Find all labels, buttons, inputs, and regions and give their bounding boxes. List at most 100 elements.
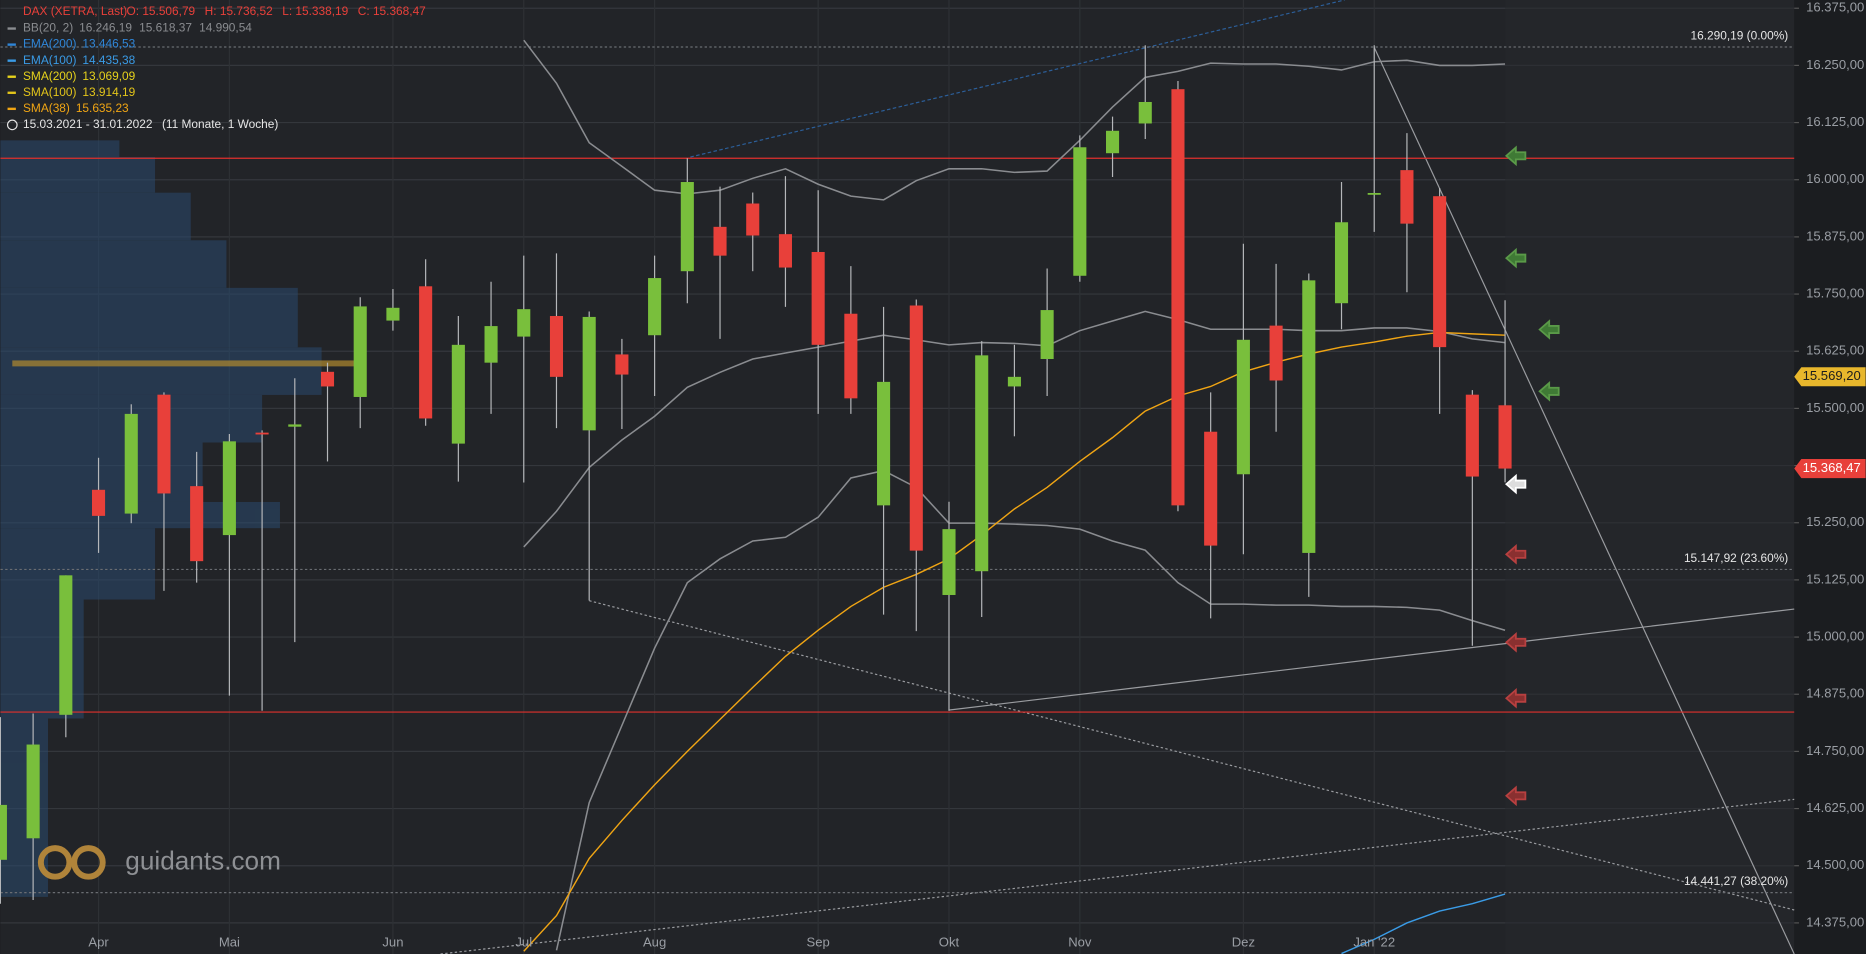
legend-value: 14.990,54 xyxy=(199,21,252,35)
trendline xyxy=(440,798,1795,954)
candle-body xyxy=(1236,339,1250,475)
profile-bar xyxy=(0,528,156,600)
x-tick-label: Apr xyxy=(88,935,109,950)
price-tag-label: 15.368,47 xyxy=(1803,460,1861,475)
y-tick-label: 15.000,00 xyxy=(1806,629,1864,644)
candle-body xyxy=(59,575,73,715)
legend: DAX (XETRA, Last) O: 15.506,79 H: 15.736,5… xyxy=(6,4,426,131)
candle-body xyxy=(288,424,302,427)
trendline xyxy=(690,0,1345,158)
legend-name: SMA(200) xyxy=(23,69,77,83)
x-tick-label: Jul xyxy=(515,935,532,950)
candle-body xyxy=(1498,405,1512,469)
arrow xyxy=(1504,632,1527,653)
candle-body xyxy=(1302,280,1316,553)
profile-bar xyxy=(0,192,191,241)
candle-body xyxy=(713,226,727,256)
profile-bar xyxy=(0,240,227,288)
fib-label: 14.441,27 (38.20%) xyxy=(1684,874,1788,888)
arrow xyxy=(1504,687,1527,709)
legend-name: EMA(100) xyxy=(23,53,77,67)
candle-body xyxy=(1007,376,1021,387)
x-tick-label: Sep xyxy=(807,935,830,950)
candle-body xyxy=(1106,130,1120,154)
candle-body xyxy=(1465,394,1479,477)
candle-body xyxy=(1204,431,1218,546)
ohlc-value: H: 15.736,52 xyxy=(205,4,273,18)
clock-icon xyxy=(6,119,18,131)
legend-value: 14.435,38 xyxy=(82,53,135,67)
ohlc-value: O: 15.506,79 xyxy=(127,4,196,18)
candle-body xyxy=(549,316,564,377)
logo-ring xyxy=(37,845,73,880)
arrow xyxy=(1504,473,1527,495)
y-tick-label: 15.750,00 xyxy=(1806,286,1864,301)
legend-value: 16.246,19 xyxy=(79,21,132,35)
candle-body xyxy=(222,441,236,536)
signal-arrows xyxy=(1504,145,1560,807)
y-tick-label: 14.625,00 xyxy=(1806,800,1864,815)
candle-body xyxy=(190,486,204,562)
y-tick-label: 16.250,00 xyxy=(1806,57,1864,72)
arrow xyxy=(1538,381,1560,402)
fib-label: 16.290,19 (0.00%) xyxy=(1691,28,1789,42)
profile-bar xyxy=(0,157,156,193)
period: 15.03.2021 - 31.01.2022 xyxy=(23,117,152,131)
candle-body xyxy=(648,278,662,336)
candle-body xyxy=(1269,325,1283,381)
legend-value: 15.635,23 xyxy=(76,101,129,115)
candle-body xyxy=(1073,147,1087,276)
ohlc-value: C: 15.368,47 xyxy=(358,4,426,18)
candle-body xyxy=(877,381,891,506)
y-tick-label: 14.375,00 xyxy=(1806,914,1864,929)
y-tick-label: 16.125,00 xyxy=(1806,114,1864,129)
candles xyxy=(0,45,1512,904)
price-tag xyxy=(1794,459,1866,479)
legend-value: 15.618,37 xyxy=(139,21,192,35)
legend-name: SMA(100) xyxy=(23,85,77,99)
y-tick-label: 15.250,00 xyxy=(1806,514,1864,529)
candle-body xyxy=(353,306,367,397)
x-tick-label: Aug xyxy=(643,935,666,950)
profile-bar xyxy=(0,287,298,348)
point-of-control xyxy=(12,360,358,367)
candle-body xyxy=(517,309,531,337)
price-tag xyxy=(1794,367,1866,387)
trendline xyxy=(948,608,1795,711)
x-tick-label: Okt xyxy=(939,935,960,950)
indicator-line xyxy=(523,310,1506,548)
candle-body xyxy=(1138,101,1152,124)
future-area xyxy=(1505,0,1795,954)
candle-body xyxy=(615,354,629,375)
ohlc-value: L: 15.338,19 xyxy=(282,4,348,18)
y-tick-label: 14.875,00 xyxy=(1806,686,1864,701)
legend-name: EMA(200) xyxy=(23,37,77,51)
x-tick-label: Mai xyxy=(219,935,240,950)
candle-body xyxy=(909,305,923,551)
arrow xyxy=(1504,145,1527,167)
x-tick-label: Dez xyxy=(1232,935,1255,950)
logo xyxy=(37,845,106,880)
candle-body xyxy=(1367,192,1381,195)
candle-body xyxy=(386,307,400,321)
candle-body xyxy=(680,182,694,272)
arrow xyxy=(1504,785,1527,807)
candle-body xyxy=(484,326,498,363)
y-tick-label: 15.125,00 xyxy=(1806,571,1864,586)
candle-body xyxy=(157,394,171,494)
candle-body xyxy=(1334,222,1349,304)
candle-body xyxy=(320,371,335,387)
indicator-line xyxy=(555,469,1506,951)
candle-body xyxy=(419,286,433,419)
arrow xyxy=(1504,544,1527,565)
candle-body xyxy=(451,344,465,444)
grid xyxy=(0,0,1799,954)
x-tick-label: Jan '22 xyxy=(1353,935,1395,950)
indicator-line xyxy=(523,331,1506,952)
y-tick-label: 15.500,00 xyxy=(1806,400,1864,415)
watermark: guidants.com xyxy=(125,845,281,875)
profile-bar xyxy=(0,501,280,529)
profile-bar xyxy=(0,347,322,395)
candle-body xyxy=(1400,170,1414,224)
